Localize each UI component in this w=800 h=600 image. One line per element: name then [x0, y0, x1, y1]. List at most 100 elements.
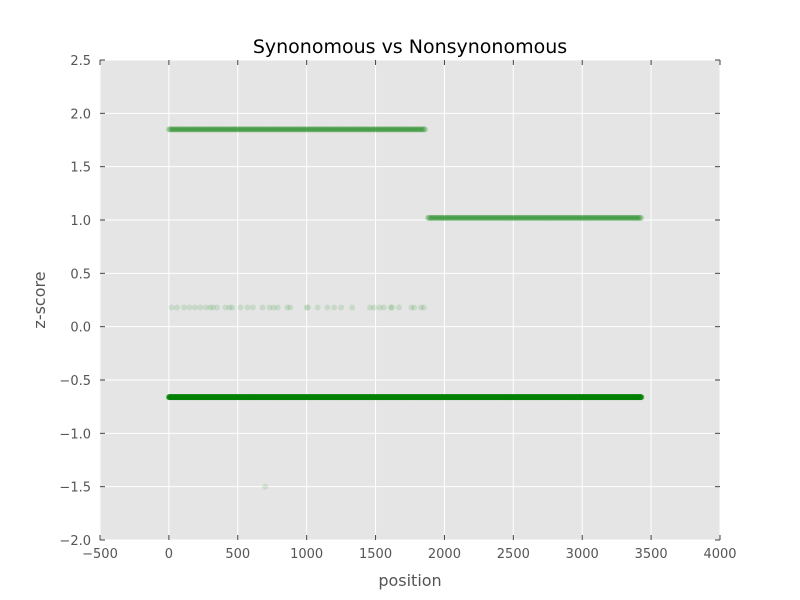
data-point: [402, 394, 409, 401]
data-point: [330, 394, 337, 401]
data-point: [627, 394, 634, 401]
data-point: [343, 394, 350, 401]
data-point: [226, 394, 233, 401]
data-point: [293, 394, 300, 401]
data-point: [343, 126, 350, 133]
data-point: [553, 214, 560, 221]
data-point: [303, 394, 310, 401]
data-point: [558, 394, 565, 401]
data-point: [367, 394, 374, 401]
data-point: [355, 394, 362, 401]
data-point: [505, 214, 512, 221]
data-point: [224, 126, 231, 133]
data-point: [227, 394, 234, 401]
data-point: [445, 214, 452, 221]
data-point: [241, 394, 248, 401]
data-point: [366, 394, 373, 401]
data-point: [272, 394, 279, 401]
data-point: [391, 394, 398, 401]
data-point: [476, 394, 483, 401]
data-point: [217, 394, 224, 401]
data-point: [462, 394, 469, 401]
data-point: [214, 126, 221, 133]
data-point: [367, 394, 374, 401]
data-point: [248, 126, 255, 133]
data-point: [176, 126, 183, 133]
data-point: [195, 394, 202, 401]
data-point: [606, 394, 613, 401]
data-point: [224, 394, 231, 401]
data-point: [349, 394, 356, 401]
data-point: [630, 394, 637, 401]
data-point: [344, 394, 351, 401]
data-point: [420, 394, 427, 401]
data-point: [580, 214, 587, 221]
data-point: [413, 394, 420, 401]
data-point: [232, 394, 239, 401]
data-point: [600, 394, 607, 401]
data-point: [619, 214, 626, 221]
data-point: [209, 394, 216, 401]
data-point: [417, 394, 424, 401]
data-point: [217, 394, 224, 401]
data-point: [167, 126, 174, 133]
data-point: [638, 214, 645, 221]
data-point: [455, 394, 462, 401]
data-point: [611, 214, 618, 221]
data-point: [223, 394, 230, 401]
data-point: [469, 214, 476, 221]
data-point: [429, 214, 436, 221]
data-point: [480, 394, 487, 401]
data-point: [425, 214, 432, 221]
data-point: [594, 394, 601, 401]
data-point: [521, 394, 528, 401]
data-point: [428, 394, 435, 401]
data-point: [246, 394, 253, 401]
data-point: [601, 214, 608, 221]
data-point: [624, 394, 631, 401]
data-point: [573, 394, 580, 401]
data-point: [526, 214, 533, 221]
data-point: [222, 126, 229, 133]
data-point: [418, 394, 425, 401]
data-point: [332, 394, 339, 401]
data-point: [242, 394, 249, 401]
data-point: [511, 394, 518, 401]
data-point: [405, 126, 412, 133]
data-point: [355, 394, 362, 401]
data-point: [583, 214, 590, 221]
data-point: [333, 126, 340, 133]
data-point: [565, 394, 572, 401]
data-point: [381, 394, 388, 401]
data-point: [578, 214, 585, 221]
data-point: [255, 394, 262, 401]
data-point: [364, 394, 371, 401]
data-point: [528, 214, 535, 221]
data-point: [567, 394, 574, 401]
data-point: [576, 214, 583, 221]
data-point: [375, 126, 382, 133]
data-point: [433, 214, 440, 221]
data-point: [430, 214, 437, 221]
data-point: [637, 394, 644, 401]
data-point: [184, 126, 191, 133]
data-point: [386, 394, 393, 401]
data-point: [496, 394, 503, 401]
data-point: [370, 126, 377, 133]
data-point: [236, 394, 243, 401]
data-point: [308, 126, 315, 133]
data-point: [380, 304, 387, 311]
data-point: [191, 394, 198, 401]
data-point: [312, 126, 319, 133]
data-point: [379, 126, 386, 133]
data-point: [285, 394, 292, 401]
data-point: [485, 214, 492, 221]
data-point: [553, 394, 560, 401]
data-point: [466, 394, 473, 401]
data-point: [345, 126, 352, 133]
data-point: [482, 394, 489, 401]
data-point: [561, 394, 568, 401]
data-point: [323, 394, 330, 401]
data-point: [274, 394, 281, 401]
data-point: [603, 214, 610, 221]
